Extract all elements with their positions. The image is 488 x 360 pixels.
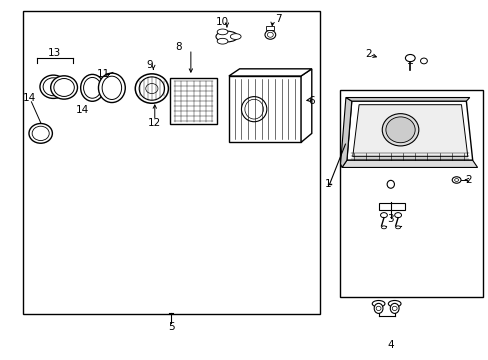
Ellipse shape: [387, 301, 400, 307]
Text: 14: 14: [22, 93, 36, 103]
Text: 2: 2: [365, 49, 371, 59]
Text: 11: 11: [96, 69, 109, 79]
Text: 13: 13: [48, 48, 61, 58]
Text: 6: 6: [308, 96, 314, 106]
Text: 5: 5: [168, 322, 174, 332]
Ellipse shape: [230, 34, 241, 40]
Polygon shape: [340, 98, 351, 167]
Polygon shape: [301, 69, 311, 142]
Ellipse shape: [382, 114, 418, 146]
Ellipse shape: [451, 177, 460, 183]
Polygon shape: [346, 101, 472, 160]
Ellipse shape: [385, 117, 414, 143]
Ellipse shape: [381, 226, 386, 229]
Text: 2: 2: [465, 175, 471, 185]
Text: 9: 9: [146, 60, 152, 70]
Polygon shape: [341, 160, 477, 167]
Ellipse shape: [394, 213, 401, 218]
Text: 8: 8: [175, 42, 182, 52]
Ellipse shape: [217, 29, 227, 35]
Text: 1: 1: [325, 179, 331, 189]
Bar: [266, 26, 274, 30]
Ellipse shape: [395, 226, 400, 229]
Ellipse shape: [135, 74, 168, 103]
Polygon shape: [352, 105, 467, 157]
Ellipse shape: [386, 180, 394, 188]
Text: 10: 10: [216, 17, 229, 27]
Ellipse shape: [405, 54, 414, 62]
Text: 14: 14: [76, 105, 89, 115]
Ellipse shape: [373, 303, 382, 314]
Ellipse shape: [389, 303, 398, 314]
Text: 4: 4: [386, 340, 393, 350]
Bar: [170, 78, 216, 125]
Bar: [378, 203, 405, 211]
Ellipse shape: [216, 31, 238, 42]
Ellipse shape: [420, 58, 427, 64]
Ellipse shape: [40, 75, 67, 98]
Ellipse shape: [51, 76, 77, 99]
Ellipse shape: [264, 30, 275, 39]
Bar: [22, 12, 320, 315]
Ellipse shape: [217, 39, 227, 44]
Bar: [228, 76, 301, 142]
Ellipse shape: [98, 73, 125, 103]
Ellipse shape: [371, 301, 384, 307]
Polygon shape: [345, 98, 469, 101]
Text: 12: 12: [147, 118, 161, 128]
Text: 3: 3: [386, 215, 393, 224]
Text: 7: 7: [275, 14, 282, 24]
Bar: [339, 90, 483, 297]
Ellipse shape: [29, 123, 52, 143]
Ellipse shape: [380, 213, 386, 218]
Polygon shape: [228, 69, 311, 76]
Ellipse shape: [81, 75, 104, 101]
